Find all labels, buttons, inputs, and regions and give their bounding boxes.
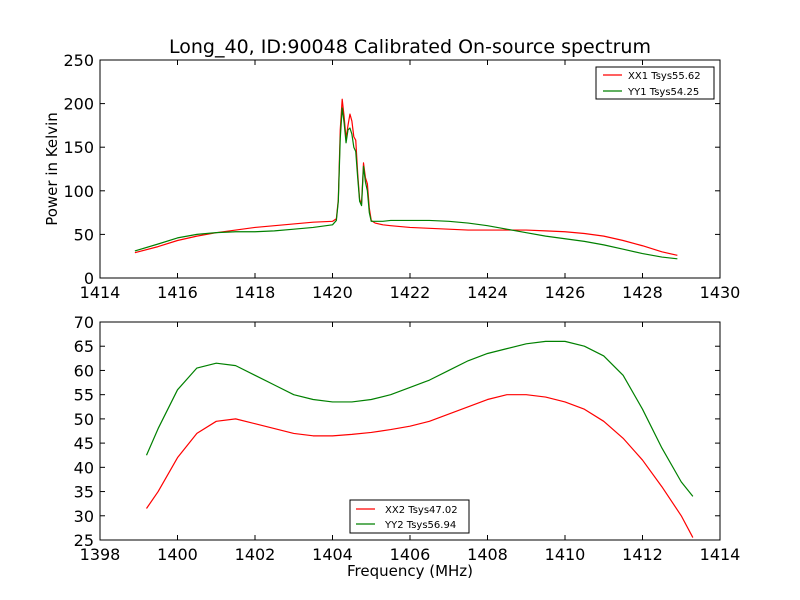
top-series-line-yy bbox=[134, 107, 678, 260]
top-y-tick-label: 250 bbox=[63, 51, 94, 70]
top-y-tick-label: 150 bbox=[63, 138, 94, 157]
bottom-y-tick-label: 45 bbox=[74, 434, 94, 453]
bottom-x-tick-label: 1410 bbox=[545, 545, 586, 564]
top-y-axis-label: Power in Kelvin bbox=[43, 112, 61, 226]
top-x-tick-label: 1426 bbox=[545, 283, 586, 302]
chart-title: Long_40, ID:90048 Calibrated On-source s… bbox=[169, 36, 651, 58]
top-x-tick-label: 1414 bbox=[80, 283, 121, 302]
top-x-tick-label: 1422 bbox=[390, 283, 431, 302]
bottom-y-tick-label: 60 bbox=[74, 361, 94, 380]
bottom-y-tick-label: 25 bbox=[74, 531, 94, 550]
top-x-tick-label: 1416 bbox=[157, 283, 198, 302]
bottom-panel: 1398 1400 1402 1404 1406 1408 1410 1412 1414 25 30… bbox=[74, 313, 741, 580]
bottom-y-tick-label: 30 bbox=[74, 507, 94, 526]
bottom-y-tick-label: 40 bbox=[74, 458, 94, 477]
bottom-ticks-layer: 1398 1400 1402 1404 1406 1408 1410 1412 1414 25 30… bbox=[74, 313, 741, 564]
top-legend: XX1 Tsys55.62 YY1 Tsys54.25 bbox=[595, 66, 715, 100]
bottom-y-tick-label: 35 bbox=[74, 483, 94, 502]
bottom-x-tick-label: 1400 bbox=[157, 545, 198, 564]
top-series-line-xx bbox=[134, 98, 678, 256]
bottom-y-tick-label: 65 bbox=[74, 337, 94, 356]
bottom-x-axis-label: Frequency (MHz) bbox=[347, 562, 473, 580]
top-x-tick-label: 1424 bbox=[467, 283, 508, 302]
bottom-x-tick-label: 1406 bbox=[390, 545, 431, 564]
bottom-series-line-yy bbox=[145, 340, 694, 497]
bottom-y-tick-label: 50 bbox=[74, 410, 94, 429]
top-y-tick-label: 100 bbox=[63, 182, 94, 201]
top-y-tick-label: 50 bbox=[74, 225, 94, 244]
top-x-tick-label: 1420 bbox=[312, 283, 353, 302]
bottom-x-tick-label: 1414 bbox=[700, 545, 741, 564]
top-y-tick-label: 0 bbox=[84, 269, 94, 288]
bottom-legend-box bbox=[349, 499, 470, 534]
top-x-tick-label: 1430 bbox=[700, 283, 741, 302]
bottom-x-tick-label: 1412 bbox=[622, 545, 663, 564]
legend-label-yy1: YY1 Tsys54.25 bbox=[627, 87, 699, 98]
bottom-x-tick-label: 1398 bbox=[80, 545, 121, 564]
top-panel: 1414 1416 1418 1420 1422 1424 1426 1428 1430 0 50 1… bbox=[43, 51, 740, 302]
top-legend-box bbox=[595, 66, 715, 100]
legend-label-xx2: XX2 Tsys47.02 bbox=[385, 505, 458, 516]
top-series-layer bbox=[134, 98, 678, 260]
bottom-x-tick-label: 1404 bbox=[312, 545, 353, 564]
top-y-tick-label: 200 bbox=[63, 95, 94, 114]
bottom-legend: XX2 Tsys47.02 YY2 Tsys56.94 bbox=[349, 499, 470, 534]
bottom-y-tick-label: 70 bbox=[74, 313, 94, 332]
legend-label-yy2: YY2 Tsys56.94 bbox=[384, 520, 456, 531]
bottom-series-layer bbox=[145, 340, 694, 538]
top-x-tick-label: 1428 bbox=[622, 283, 663, 302]
bottom-x-tick-label: 1408 bbox=[467, 545, 508, 564]
bottom-x-tick-label: 1402 bbox=[235, 545, 276, 564]
bottom-y-tick-label: 55 bbox=[74, 386, 94, 405]
legend-label-xx1: XX1 Tsys55.62 bbox=[628, 71, 701, 82]
top-ticks-layer: 1414 1416 1418 1420 1422 1424 1426 1428 1430 0 50 1… bbox=[63, 51, 740, 302]
bottom-series-line-xx bbox=[146, 394, 694, 538]
top-x-tick-label: 1418 bbox=[235, 283, 276, 302]
